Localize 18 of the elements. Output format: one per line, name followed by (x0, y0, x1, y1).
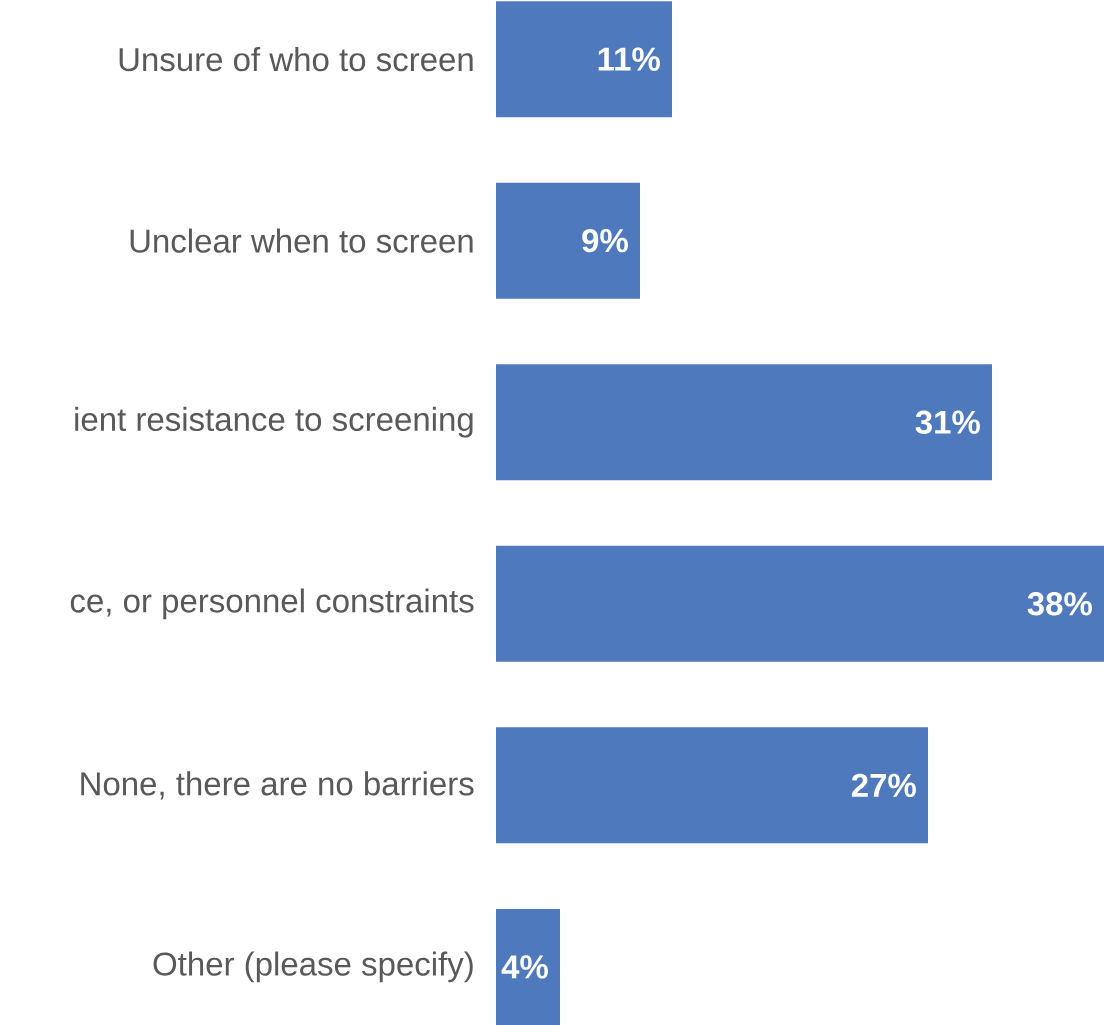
data-label: 9% (582, 229, 628, 253)
data-label: 4% (501, 955, 548, 979)
y-tick-label: Unsure of who to screen (119, 47, 473, 72)
y-tick-label: None, there are no barriers (81, 771, 474, 800)
data-label: 31% (915, 410, 980, 434)
bar (496, 727, 928, 844)
y-tick-label: ient resistance to screening (75, 406, 473, 438)
bar (496, 364, 992, 481)
bar (496, 545, 1104, 662)
bar (496, 908, 560, 1025)
bar (496, 182, 640, 299)
y-tick-label: Other (please specify) (153, 951, 473, 983)
bar (496, 1, 672, 118)
data-label: 38% (1027, 592, 1092, 616)
data-label: 11% (598, 47, 660, 71)
y-tick-label: ce, or personnel constraints (70, 588, 474, 620)
y-tick-label: Unclear when to screen (130, 228, 473, 253)
data-label: 27% (851, 773, 916, 798)
